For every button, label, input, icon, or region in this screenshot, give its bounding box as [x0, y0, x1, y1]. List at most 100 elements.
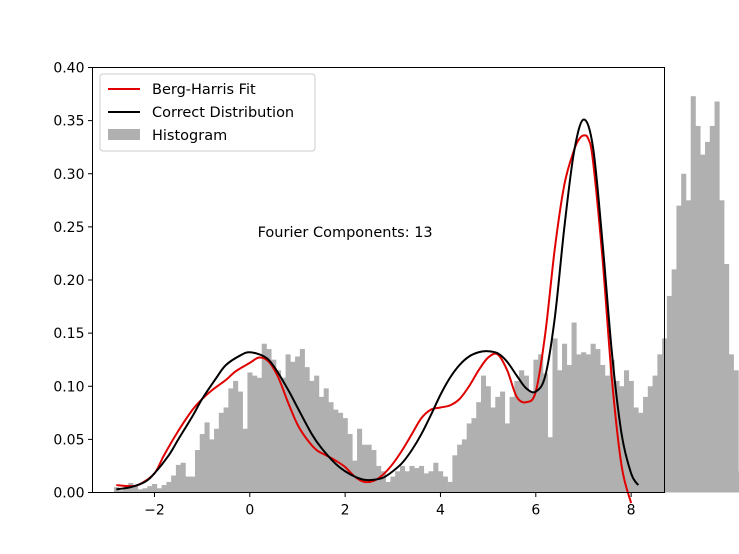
- histogram-bar: [185, 476, 191, 493]
- y-tick-label: 0.05: [53, 432, 84, 448]
- histogram-bar: [562, 343, 568, 493]
- histogram-bar: [280, 377, 286, 493]
- histogram-bar: [538, 354, 544, 493]
- histogram-bar: [466, 423, 472, 493]
- histogram-bar: [604, 375, 610, 493]
- histogram-bars: [113, 96, 739, 493]
- histogram-bar: [118, 490, 124, 493]
- histogram-bar: [447, 481, 453, 493]
- histogram-bar: [371, 450, 377, 493]
- histogram-bar: [399, 465, 406, 493]
- histogram-bar: [423, 473, 429, 493]
- x-tick-label: 0: [245, 503, 254, 519]
- histogram-bar: [395, 471, 401, 493]
- histogram-bar: [142, 488, 148, 493]
- histogram-bar: [223, 407, 229, 493]
- histogram-bar: [638, 412, 644, 493]
- y-tick-label: 0.40: [53, 61, 84, 77]
- series-lines: [116, 118, 640, 504]
- y-tick-label: 0.00: [53, 486, 84, 502]
- histogram-bar: [361, 444, 367, 493]
- histogram-bar: [204, 422, 210, 493]
- histogram-bar: [457, 444, 463, 493]
- histogram-bar: [528, 391, 534, 493]
- histogram-bar: [357, 428, 363, 493]
- histogram-bar: [433, 462, 439, 493]
- histogram-bar: [628, 380, 634, 493]
- histogram-bar: [271, 359, 277, 493]
- histogram-bar: [471, 418, 477, 493]
- histogram-bar: [276, 370, 282, 493]
- histogram-bar: [333, 409, 339, 493]
- y-tick-label: 0.15: [53, 326, 84, 342]
- legend-histogram-label: Histogram: [152, 128, 227, 144]
- histogram-bar: [700, 154, 706, 493]
- histogram-bar: [709, 125, 715, 493]
- histogram-bar: [647, 386, 653, 493]
- histogram-bar: [342, 418, 348, 493]
- legend-fit-label: Berg-Harris Fit: [152, 82, 256, 98]
- y-tick-label: 0.35: [53, 114, 84, 130]
- histogram-bar: [695, 125, 701, 493]
- histogram-bar: [552, 338, 558, 493]
- histogram-bar: [461, 439, 467, 493]
- histogram-bar: [304, 367, 310, 493]
- histogram-bar: [724, 264, 730, 493]
- histogram-bar: [242, 428, 248, 493]
- x-tick-label: 2: [341, 503, 350, 519]
- histogram-bar: [652, 375, 658, 493]
- histogram-bar: [480, 375, 487, 493]
- histogram-bar: [171, 475, 177, 493]
- histogram-bar: [237, 391, 243, 493]
- histogram-bar: [633, 407, 639, 493]
- histogram-bar: [414, 468, 420, 493]
- histogram-bar: [542, 373, 549, 493]
- legend-box: [99, 73, 316, 152]
- histogram-bar: [152, 484, 158, 493]
- histogram-bar: [419, 465, 425, 493]
- histogram-bar: [409, 465, 415, 493]
- y-tick-label: 0.10: [53, 379, 84, 395]
- histogram-bar: [137, 489, 143, 493]
- histogram-bar: [681, 173, 687, 493]
- histogram-bar: [495, 396, 501, 493]
- histogram-bar: [533, 359, 539, 493]
- histogram-bar: [123, 486, 129, 493]
- histogram-bar: [380, 471, 386, 493]
- histogram-bar: [643, 396, 649, 493]
- histogram-bar: [337, 412, 344, 493]
- histogram-bar: [581, 352, 587, 493]
- histogram-bar: [671, 269, 677, 493]
- x-tick-label: 8: [627, 503, 636, 519]
- histogram-bar: [194, 450, 201, 493]
- y-tick-label: 0.25: [53, 220, 84, 236]
- x-axis: −2 0 2 4 6 8: [144, 492, 636, 519]
- x-tick-label: 4: [436, 503, 445, 519]
- legend-correct-label: Correct Distribution: [152, 105, 294, 121]
- histogram-bar: [685, 200, 692, 493]
- histogram-bar: [600, 365, 606, 493]
- histogram-bar: [261, 343, 267, 493]
- histogram-bar: [385, 481, 391, 493]
- histogram-bar: [266, 349, 272, 493]
- histogram-bar: [133, 485, 139, 493]
- histogram-bar: [452, 455, 458, 493]
- histogram-bar: [576, 354, 582, 493]
- histogram-bar: [500, 391, 506, 493]
- histogram-bar: [366, 444, 372, 493]
- histogram-bar: [585, 354, 591, 493]
- annotation-text: Fourier Components: 13: [258, 225, 433, 241]
- histogram-bar: [490, 407, 496, 493]
- histogram-bar: [705, 141, 711, 493]
- histogram-bar: [256, 377, 263, 493]
- histogram-bar: [166, 481, 172, 493]
- histogram-bar: [590, 343, 596, 493]
- histogram-bar: [566, 365, 572, 493]
- histogram-bar: [328, 402, 334, 493]
- histogram-bar: [514, 380, 520, 493]
- histogram-bar: [404, 471, 410, 493]
- histogram-bar: [309, 380, 315, 493]
- histogram-bar: [690, 96, 696, 493]
- histogram-bar: [442, 476, 448, 493]
